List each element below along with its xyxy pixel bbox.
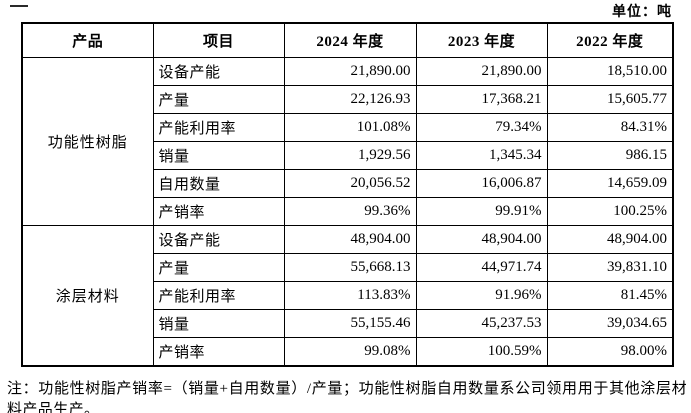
table-row: 自用数量 20,056.52 16,006.87 14,659.09	[22, 169, 674, 198]
value-2024: 99.36%	[283, 197, 417, 226]
value-2022: 14,659.09	[546, 169, 674, 198]
table-row: 产能利用率 113.83% 91.96% 81.45%	[22, 281, 674, 310]
value-2022: 15,605.77	[546, 85, 674, 114]
table-row: 产销率 99.08% 100.59% 98.00%	[22, 337, 674, 367]
value-2023: 79.34%	[415, 113, 548, 142]
table-row: 产能利用率 101.08% 79.34% 84.31%	[22, 113, 674, 142]
table-row: 功能性树脂 设备产能 21,890.00 21,890.00 18,510.00	[21, 57, 674, 226]
row-label: 产销率	[152, 197, 285, 226]
value-2022: 84.31%	[546, 113, 674, 142]
value-2022: 100.25%	[546, 197, 674, 226]
table-row: 产量 55,668.13 44,971.74 39,831.10	[22, 253, 674, 282]
row-label: 设备产能	[152, 57, 285, 86]
value-2023: 100.59%	[415, 337, 548, 367]
table-header: 产品 项目 2024 年度 2023 年度 2022 年度	[21, 22, 674, 58]
value-2024: 20,056.52	[283, 169, 417, 198]
value-2024: 21,890.00	[283, 57, 417, 86]
table-row: 产销率 99.36% 99.91% 100.25%	[22, 197, 674, 226]
table-row: 销量 1,929.56 1,345.34 986.15	[22, 141, 674, 170]
value-2023: 45,237.53	[415, 309, 548, 338]
value-2024: 22,126.93	[283, 85, 417, 114]
value-2022: 986.15	[546, 141, 674, 170]
row-label: 产量	[152, 253, 285, 282]
table-body: 功能性树脂 设备产能 21,890.00 21,890.00 18,510.00…	[21, 57, 674, 367]
value-2022: 98.00%	[546, 337, 674, 367]
value-2024: 48,904.00	[283, 225, 417, 254]
value-2022: 39,831.10	[546, 253, 674, 282]
table-row: 产量 22,126.93 17,368.21 15,605.77	[22, 85, 674, 114]
value-2024: 101.08%	[283, 113, 417, 142]
row-label: 销量	[152, 141, 285, 170]
production-sales-table: 产品 项目 2024 年度 2023 年度 2022 年度 功能性树脂 设备产能…	[21, 22, 674, 367]
value-2023: 21,890.00	[415, 57, 548, 86]
value-2023: 99.91%	[415, 197, 548, 226]
value-2023: 48,904.00	[415, 225, 548, 254]
value-2024: 99.08%	[283, 337, 417, 367]
row-label: 产销率	[152, 337, 285, 367]
value-2023: 16,006.87	[415, 169, 548, 198]
value-2023: 1,345.34	[415, 141, 548, 170]
footnote: 注：功能性树脂产销率=（销量+自用数量）/产量；功能性树脂自用数量系公司领用用于…	[7, 381, 687, 413]
value-2022: 39,034.65	[546, 309, 674, 338]
table-row: 销量 55,155.46 45,237.53 39,034.65	[22, 309, 674, 338]
value-2024: 113.83%	[283, 281, 417, 310]
row-label: 产量	[152, 85, 285, 114]
product-group-coating-material: 涂层材料	[21, 225, 154, 367]
value-2022: 48,904.00	[546, 225, 674, 254]
value-2024: 1,929.56	[283, 141, 417, 170]
row-label: 产能利用率	[152, 113, 285, 142]
table-row: 涂层材料 设备产能 48,904.00 48,904.00 48,904.00	[21, 225, 674, 367]
header-year-2022: 2022 年度	[546, 22, 674, 58]
header-year-2023: 2023 年度	[415, 22, 548, 58]
value-2023: 44,971.74	[415, 253, 548, 282]
value-2023: 91.96%	[415, 281, 548, 310]
row-label: 产能利用率	[152, 281, 285, 310]
row-label: 自用数量	[152, 169, 285, 198]
value-2024: 55,155.46	[283, 309, 417, 338]
row-label: 设备产能	[152, 225, 285, 254]
value-2022: 81.45%	[546, 281, 674, 310]
product-group-functional-resin: 功能性树脂	[21, 57, 154, 226]
row-label: 销量	[152, 309, 285, 338]
header-item: 项目	[152, 22, 285, 58]
top-left-dash-mark	[10, 5, 28, 7]
value-2022: 18,510.00	[546, 57, 674, 86]
unit-label: 单位：吨	[612, 5, 672, 20]
header-product: 产品	[21, 22, 154, 58]
value-2023: 17,368.21	[415, 85, 548, 114]
header-year-2024: 2024 年度	[283, 22, 417, 58]
value-2024: 55,668.13	[283, 253, 417, 282]
header-row: 产品 项目 2024 年度 2023 年度 2022 年度	[21, 22, 674, 58]
